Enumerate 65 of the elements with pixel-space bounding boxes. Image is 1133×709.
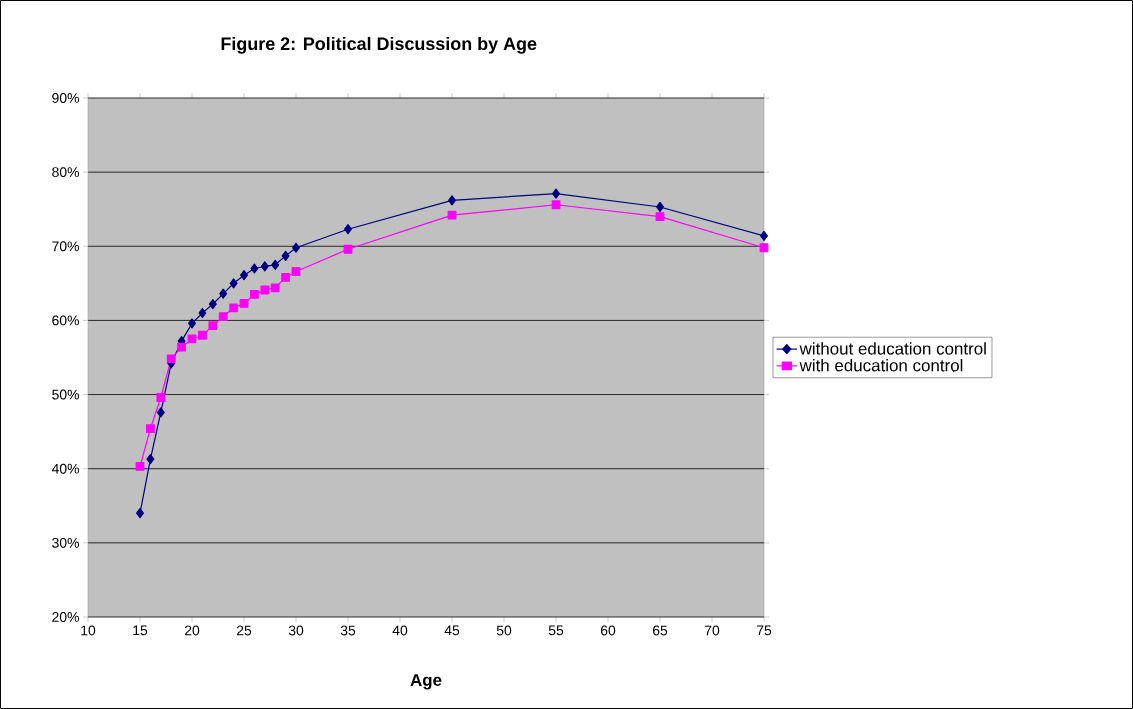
point: [270, 283, 280, 293]
point: [271, 259, 280, 270]
point: [156, 393, 166, 402]
x-tick-label: 70: [704, 625, 720, 636]
point: [136, 508, 144, 519]
y-tick-label: 90%: [52, 93, 79, 103]
x-tick-label: 50: [496, 625, 512, 636]
point: [208, 321, 218, 330]
point: [281, 250, 290, 262]
point: [166, 354, 176, 364]
point: [198, 307, 207, 319]
point: [229, 303, 239, 313]
y-tick-label: 30%: [52, 537, 79, 548]
point: [218, 312, 228, 322]
x-tick-label: 25: [236, 625, 252, 636]
point: [239, 298, 249, 308]
point: [344, 224, 352, 235]
point: [292, 242, 300, 253]
x-tick-label: 35: [340, 625, 356, 636]
point: [260, 285, 270, 295]
chart-title: Figure 2: Political Discussion by Age: [221, 36, 537, 54]
point: [260, 261, 269, 272]
y-tick-label: 50%: [52, 389, 79, 400]
x-tick-label: 20: [184, 625, 200, 636]
y-tick-label: 40%: [51, 463, 79, 474]
point: [156, 407, 165, 418]
point: [229, 278, 238, 289]
x-tick-label: 65: [652, 625, 668, 636]
point: [250, 263, 259, 274]
point: [759, 243, 769, 253]
point: [135, 462, 145, 471]
legend-label: without education control: [799, 342, 986, 355]
x-tick-label: 60: [600, 625, 616, 636]
legend-label: with education control: [799, 358, 963, 372]
point: [552, 188, 560, 199]
x-tick-label: 10: [81, 625, 96, 636]
y-tick-label: 20%: [52, 612, 79, 622]
point: [760, 230, 768, 241]
y-tick-label: 80%: [52, 167, 79, 178]
point: [187, 334, 197, 344]
point: [208, 299, 217, 310]
x-tick-label: 15: [133, 625, 148, 636]
point: [250, 290, 259, 299]
point: [447, 210, 457, 220]
point: [240, 270, 248, 281]
point: [146, 424, 155, 434]
y-tick-label: 60%: [52, 315, 79, 326]
point: [291, 267, 301, 276]
point: [219, 288, 228, 299]
x-tick-label: 75: [756, 625, 772, 636]
x-tick-label: 40: [392, 625, 408, 636]
point: [343, 244, 353, 254]
point: [146, 453, 155, 465]
point: [198, 330, 207, 340]
y-tick-label: 70%: [52, 241, 79, 252]
point: [655, 212, 665, 222]
x-tick-label: 45: [444, 625, 460, 636]
point: [448, 195, 456, 206]
x-axis-title: Age: [410, 674, 442, 690]
point: [177, 342, 187, 352]
x-tick-label: 55: [548, 625, 564, 636]
point: [551, 200, 561, 210]
point: [281, 273, 291, 282]
x-tick-label: 30: [288, 625, 304, 636]
point: [188, 318, 196, 329]
